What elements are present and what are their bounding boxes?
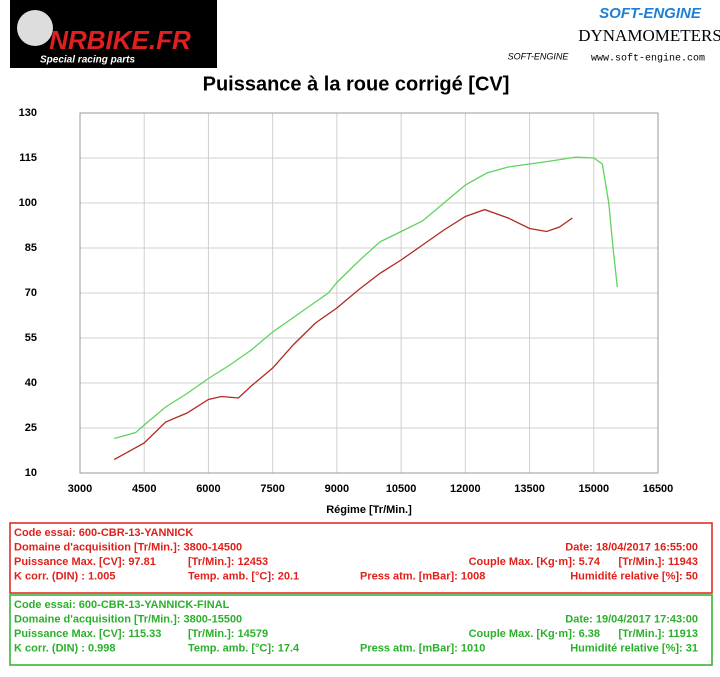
y-tick-label: 25 <box>25 422 37 434</box>
info-text: [Tr/Min.]: 11943 <box>619 556 698 568</box>
right-logo: SOFT-ENGINE <box>599 5 702 22</box>
x-tick-label: 13500 <box>514 483 545 495</box>
y-tick-label: 70 <box>25 287 37 299</box>
info-text: Press atm. [mBar]: 1010 <box>360 642 485 654</box>
y-tick-label: 115 <box>19 152 37 164</box>
info-box <box>9 594 713 666</box>
info-text: K corr. (DIN) : 1.005 <box>14 570 115 582</box>
y-tick-label: 85 <box>25 242 37 254</box>
helmet-icon <box>17 10 53 46</box>
line-series <box>113 208 573 461</box>
info-text: Humidité relative [%]: 31 <box>570 642 698 654</box>
info-text: Temp. amb. [°C]: 20.1 <box>188 570 299 582</box>
x-axis-label: Régime [Tr/Min.] <box>326 504 412 516</box>
y-tick-label: 40 <box>25 377 37 389</box>
right-small-logo: SOFT-ENGINE <box>508 51 570 61</box>
info-text: Domaine d'acquisition [Tr/Min.]: 3800-14… <box>14 541 242 553</box>
info-text: Humidité relative [%]: 50 <box>570 570 698 582</box>
info-text: Press atm. [mBar]: 1008 <box>360 570 485 582</box>
y-tick-label: 10 <box>25 467 37 479</box>
info-text: Couple Max. [Kg·m]: 6.38 <box>469 628 600 640</box>
y-tick-label: 100 <box>19 197 37 209</box>
x-tick-label: 3000 <box>68 483 92 495</box>
x-tick-label: 4500 <box>132 483 156 495</box>
right-title: DYNAMOMETERS <box>578 26 720 45</box>
x-tick-label: 7500 <box>260 483 284 495</box>
info-text: Couple Max. [Kg·m]: 5.74 <box>469 556 601 568</box>
info-text: Date: 19/04/2017 17:43:00 <box>565 613 698 625</box>
x-tick-label: 15000 <box>578 483 609 495</box>
plot-frame <box>79 112 659 474</box>
x-tick-label: 9000 <box>325 483 349 495</box>
info-text: Date: 18/04/2017 16:55:00 <box>565 541 698 553</box>
x-tick-label: 10500 <box>386 483 417 495</box>
chart-title: Puissance à la roue corrigé [CV] <box>203 73 510 95</box>
info-text: [Tr/Min.]: 12453 <box>188 556 268 568</box>
info-box <box>9 522 713 594</box>
info-text: Domaine d'acquisition [Tr/Min.]: 3800-15… <box>14 613 242 625</box>
info-text: Code essai: 600-CBR-13-YANNICK <box>14 527 193 539</box>
info-text: [Tr/Min.]: 11913 <box>619 628 698 640</box>
y-tick-label: 130 <box>19 107 37 119</box>
info-text: Code essai: 600-CBR-13-YANNICK-FINAL <box>14 599 230 611</box>
info-text: K corr. (DIN) : 0.998 <box>14 642 115 654</box>
info-text: Temp. amb. [°C]: 17.4 <box>188 642 300 654</box>
info-text: Puissance Max. [CV]: 115.33 <box>14 628 161 640</box>
right-url: www.soft-engine.com <box>591 53 705 65</box>
left-logo: NRBIKE.FR <box>49 25 191 55</box>
y-tick-label: 55 <box>25 332 37 344</box>
x-tick-label: 16500 <box>643 483 674 495</box>
x-tick-label: 6000 <box>196 483 220 495</box>
left-tagline: Special racing parts <box>40 55 135 66</box>
line-series <box>114 156 618 440</box>
x-tick-label: 12000 <box>450 483 481 495</box>
info-text: [Tr/Min.]: 14579 <box>188 628 268 640</box>
info-text: Puissance Max. [CV]: 97.81 <box>14 556 156 568</box>
